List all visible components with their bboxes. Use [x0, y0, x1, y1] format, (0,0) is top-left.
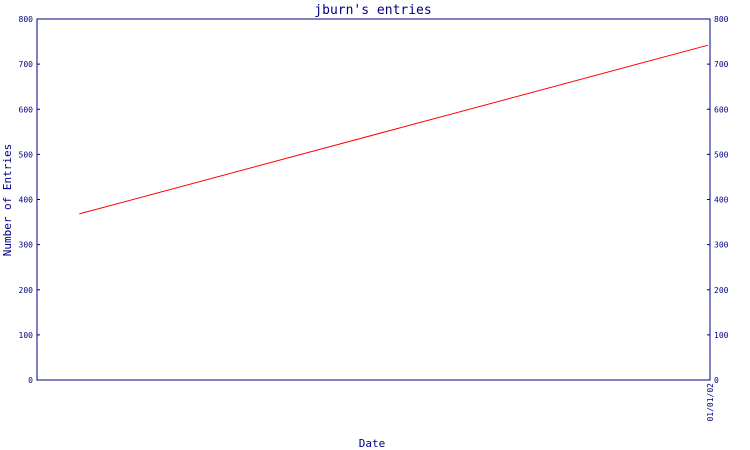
y-axis-left: 0 100 200 300 400 500 600 700 800	[19, 15, 40, 385]
y-tick-label-right: 300	[714, 241, 729, 250]
series-group	[79, 44, 709, 215]
y-tick-label-right: 500	[714, 150, 729, 159]
x-tick-label: 01/01/02	[706, 383, 715, 422]
y-tick-label-right: 600	[714, 105, 729, 114]
y-tick-label-right: 200	[714, 286, 729, 295]
series-line	[79, 44, 709, 215]
y-tick-label: 800	[19, 15, 34, 24]
y-tick-label-right: 400	[714, 196, 729, 205]
y-tick-label: 0	[28, 376, 33, 385]
x-axis-label: Date	[359, 437, 386, 450]
y-tick-label-right: 0	[714, 376, 719, 385]
y-tick-label: 300	[19, 241, 34, 250]
y-axis-label: Number of Entries	[1, 144, 14, 257]
y-axis-right: 0 100 200 300 400 500 600 700 800	[707, 15, 729, 385]
x-tick-label: 01/12/01	[0, 383, 2, 422]
y-tick-label: 500	[19, 150, 34, 159]
plot-frame	[36, 18, 711, 381]
y-tick-label-right: 100	[714, 331, 729, 340]
y-tick-label: 600	[19, 105, 34, 114]
y-tick-label: 100	[19, 331, 34, 340]
y-tick-label: 700	[19, 60, 34, 69]
y-tick-label-right: 800	[714, 15, 729, 24]
x-axis: 01/02/0101/03/0101/04/0101/05/0101/06/01…	[0, 377, 715, 422]
y-tick-label: 400	[19, 196, 34, 205]
y-tick-label-right: 700	[714, 60, 729, 69]
y-tick-label: 200	[19, 286, 34, 295]
chart-title: jburn's entries	[314, 3, 431, 18]
